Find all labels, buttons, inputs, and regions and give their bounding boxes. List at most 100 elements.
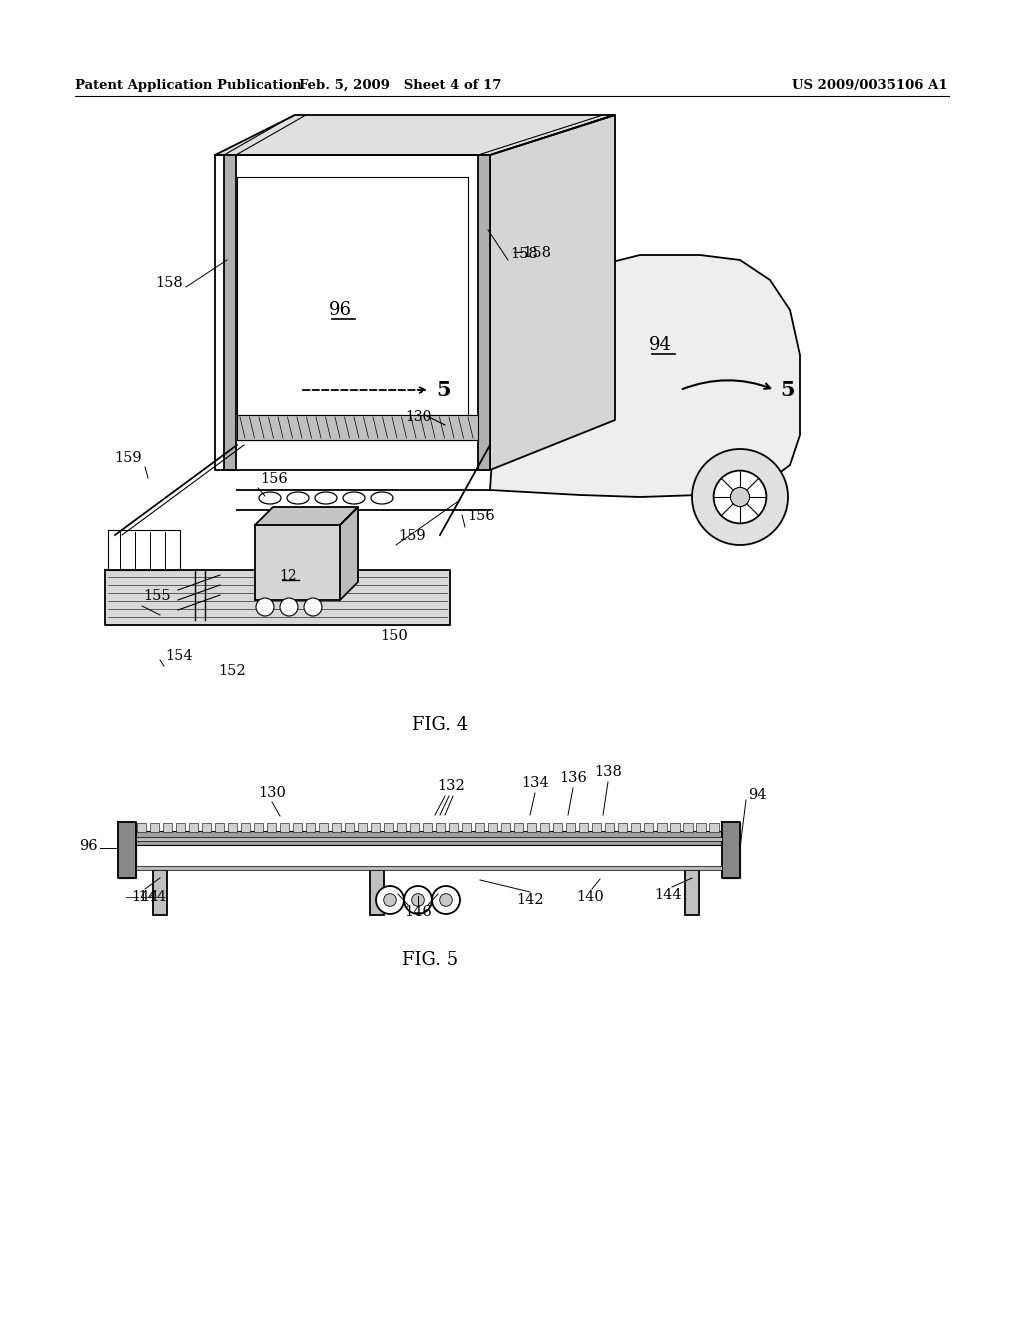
- Bar: [710, 822, 719, 832]
- Bar: [136, 866, 722, 870]
- Text: 5: 5: [436, 380, 451, 400]
- Bar: [685, 870, 699, 915]
- Circle shape: [384, 894, 396, 907]
- Text: 156: 156: [467, 510, 495, 523]
- Bar: [255, 525, 340, 601]
- Text: 138: 138: [594, 766, 622, 779]
- Bar: [136, 822, 145, 832]
- Bar: [683, 822, 692, 832]
- Circle shape: [376, 886, 404, 913]
- Bar: [370, 870, 384, 915]
- Text: FIG. 4: FIG. 4: [412, 715, 468, 734]
- Text: 156: 156: [260, 473, 288, 486]
- Polygon shape: [255, 507, 358, 525]
- Bar: [488, 822, 498, 832]
- Text: 96: 96: [80, 840, 98, 853]
- Circle shape: [280, 598, 298, 616]
- Bar: [592, 822, 601, 832]
- Text: 146: 146: [404, 906, 432, 919]
- Circle shape: [432, 886, 460, 913]
- Text: 5: 5: [780, 380, 795, 400]
- Bar: [318, 822, 328, 832]
- Polygon shape: [118, 822, 136, 878]
- Text: 96: 96: [329, 301, 351, 319]
- Bar: [553, 822, 562, 832]
- Bar: [266, 822, 275, 832]
- Bar: [450, 822, 458, 832]
- Circle shape: [714, 471, 766, 524]
- Bar: [371, 822, 380, 832]
- Text: 158: 158: [156, 276, 183, 290]
- Circle shape: [404, 886, 432, 913]
- Bar: [580, 822, 589, 832]
- Bar: [306, 822, 315, 832]
- Bar: [280, 822, 289, 832]
- Circle shape: [730, 487, 750, 507]
- Bar: [357, 822, 367, 832]
- Bar: [618, 822, 628, 832]
- Text: 158: 158: [510, 247, 538, 261]
- Bar: [202, 822, 211, 832]
- Text: 130: 130: [406, 411, 431, 424]
- Bar: [224, 154, 236, 470]
- Bar: [514, 822, 523, 832]
- Bar: [332, 822, 341, 832]
- Bar: [254, 822, 263, 832]
- Text: 150: 150: [380, 630, 408, 643]
- Bar: [696, 822, 706, 832]
- Bar: [605, 822, 614, 832]
- Polygon shape: [490, 115, 615, 470]
- Circle shape: [256, 598, 274, 616]
- Polygon shape: [215, 154, 490, 470]
- Bar: [136, 837, 722, 841]
- Bar: [150, 822, 159, 832]
- Bar: [436, 822, 445, 832]
- Bar: [345, 822, 354, 832]
- Text: FIG. 5: FIG. 5: [402, 950, 458, 969]
- Bar: [632, 822, 640, 832]
- Circle shape: [304, 598, 322, 616]
- Bar: [227, 822, 237, 832]
- Bar: [671, 822, 680, 832]
- Bar: [423, 822, 432, 832]
- Text: 155: 155: [143, 589, 171, 603]
- Text: 159: 159: [115, 451, 142, 465]
- Bar: [215, 822, 224, 832]
- Text: 152: 152: [218, 664, 246, 678]
- Circle shape: [412, 894, 424, 907]
- Polygon shape: [105, 570, 450, 624]
- Bar: [501, 822, 510, 832]
- Text: —144: —144: [124, 890, 166, 904]
- Bar: [410, 822, 419, 832]
- Bar: [397, 822, 407, 832]
- Text: −158: −158: [511, 246, 551, 260]
- Text: 132: 132: [437, 779, 465, 793]
- Text: 140: 140: [577, 890, 604, 904]
- Text: 12: 12: [280, 569, 297, 583]
- Polygon shape: [722, 822, 740, 878]
- Bar: [475, 822, 484, 832]
- Polygon shape: [490, 255, 800, 498]
- Text: 134: 134: [521, 776, 549, 789]
- Bar: [136, 832, 722, 845]
- Bar: [293, 822, 302, 832]
- Bar: [644, 822, 653, 832]
- Text: Patent Application Publication: Patent Application Publication: [75, 78, 302, 91]
- Text: 144: 144: [654, 888, 682, 902]
- Bar: [241, 822, 250, 832]
- Text: 154: 154: [165, 649, 193, 663]
- Text: 94: 94: [748, 788, 767, 803]
- Bar: [566, 822, 575, 832]
- Bar: [384, 822, 393, 832]
- Bar: [527, 822, 537, 832]
- Polygon shape: [237, 414, 478, 440]
- Text: 144: 144: [131, 890, 159, 904]
- Text: 94: 94: [648, 337, 672, 354]
- Circle shape: [439, 894, 453, 907]
- Bar: [188, 822, 198, 832]
- Bar: [163, 822, 172, 832]
- Polygon shape: [340, 507, 358, 601]
- Bar: [541, 822, 549, 832]
- Text: 142: 142: [516, 894, 544, 907]
- Text: 130: 130: [258, 785, 286, 800]
